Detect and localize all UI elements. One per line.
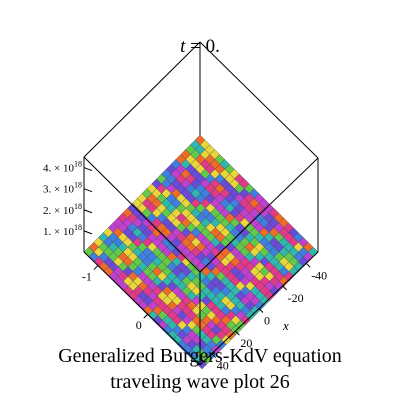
caption-line-1: Generalized Burgers-KdV equation [58, 345, 342, 367]
y-axis: -1 0 [82, 265, 149, 332]
x-tick-label: -20 [288, 291, 304, 305]
x-tick-label: 20 [240, 336, 252, 350]
x-tick-mark [305, 262, 311, 268]
z-tick-label: 4. × 1018 [43, 160, 82, 175]
plot-title-var: t [180, 36, 186, 57]
plot-title: t = 0. [180, 36, 220, 57]
z-axis: 1. × 1018 2. × 1018 3. × 1018 4. × 1018 [43, 160, 93, 238]
z-tick-mark [83, 230, 93, 235]
x-tick-mark [211, 353, 217, 359]
y-tick-mark [93, 265, 99, 270]
y-tick-mark [143, 313, 149, 319]
z-tick-mark [83, 188, 93, 193]
caption-line-2: traveling wave plot 26 [110, 371, 290, 393]
z-tick-label: 1. × 1018 [43, 223, 82, 238]
x-tick-mark [258, 308, 264, 313]
x-axis: -40 -20 0 20 40 [211, 262, 327, 373]
x-tick-mark [235, 330, 240, 336]
y-tick-label: 0 [136, 318, 142, 332]
x-tick-label: 40 [217, 359, 229, 373]
z-tick-mark [83, 167, 93, 172]
surface-mesh [83, 134, 319, 370]
z-tick-mark [83, 209, 93, 214]
x-axis-label: x [282, 318, 289, 333]
x-tick-mark [282, 285, 287, 291]
z-tick-label: 3. × 1018 [43, 181, 82, 196]
x-tick-label: 0 [264, 314, 270, 328]
plot-title-rest: = 0. [185, 36, 219, 57]
x-tick-label: -40 [311, 268, 327, 282]
y-tick-label: -1 [82, 270, 92, 284]
z-tick-label: 2. × 1018 [43, 202, 82, 217]
bounding-box-back [83, 41, 319, 252]
